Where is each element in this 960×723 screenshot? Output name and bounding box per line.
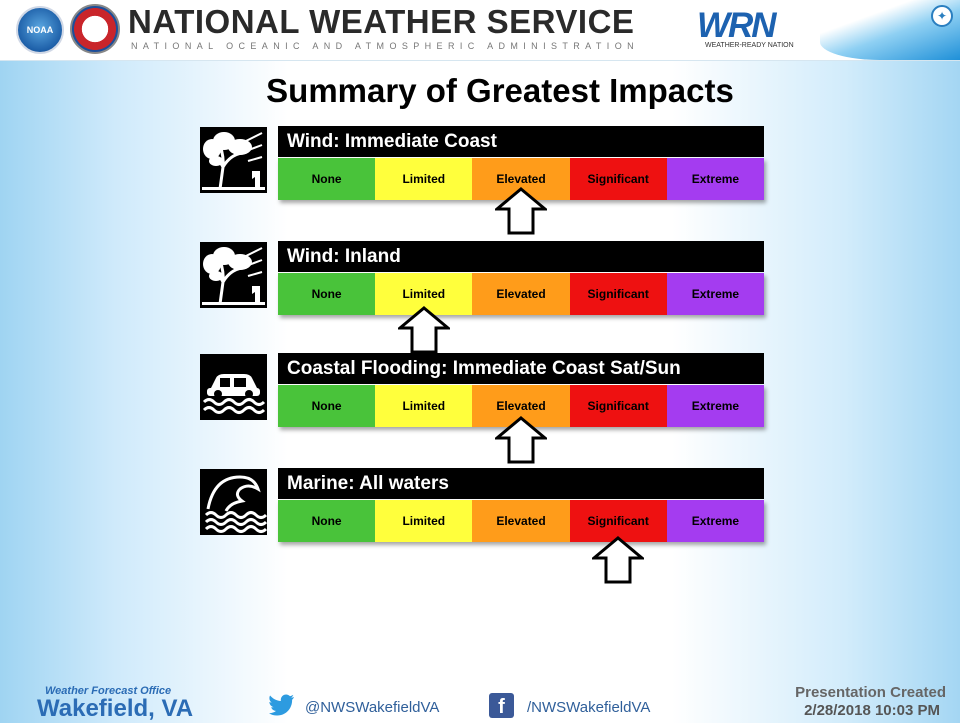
created-label: Presentation Created: [795, 684, 946, 701]
impact-level-none: None: [278, 385, 376, 427]
agency-subtitle: NATIONAL OCEANIC AND ATMOSPHERIC ADMINIS…: [131, 41, 639, 51]
impact-level-extreme: Extreme: [666, 158, 765, 200]
impact-level-extreme: Extreme: [666, 273, 765, 315]
impact-level-significant: Significant: [569, 158, 667, 200]
impact-arrow-icon: [592, 536, 645, 584]
impact-level-none: None: [278, 273, 376, 315]
impact-scale: None Limited Elevated Significant Extreme: [278, 385, 765, 427]
noaa-logo: NOAA: [16, 6, 64, 54]
impact-level-extreme: Extreme: [666, 385, 765, 427]
header-bar: NOAA NATIONAL WEATHER SERVICE NATIONAL O…: [0, 0, 960, 61]
hazard-row: Coastal Flooding: Immediate Coast Sat/Su…: [200, 353, 770, 463]
hazard-title: Wind: Immediate Coast: [278, 126, 764, 157]
impact-level-limited: Limited: [375, 158, 473, 200]
hazard-row: Wind: Inland None Limited Elevated Significa…: [200, 241, 770, 351]
wind-tree-icon: [200, 242, 267, 308]
hazard-title: Coastal Flooding: Immediate Coast Sat/Su…: [278, 353, 764, 384]
impact-level-none: None: [278, 500, 376, 542]
impact-scale: None Limited Elevated Significant Extreme: [278, 500, 765, 542]
twitter-handle-link[interactable]: @NWSWakefieldVA: [305, 699, 440, 716]
office-label: Weather Forecast Office: [45, 685, 172, 697]
impact-level-significant: Significant: [569, 273, 667, 315]
facebook-icon[interactable]: f: [489, 693, 514, 718]
doc-seal-icon: ✦: [931, 5, 953, 27]
hazard-title: Wind: Inland: [278, 241, 764, 272]
impact-arrow-icon: [495, 187, 547, 235]
wrn-logo-text: WRN: [697, 6, 777, 45]
flooded-car-icon: [200, 354, 267, 420]
impact-arrow-icon: [495, 416, 547, 464]
impact-scale: None Limited Elevated Significant Extreme: [278, 158, 765, 200]
created-date: 2/28/2018 10:03 PM: [804, 702, 940, 719]
impact-scale: None Limited Elevated Significant Extreme: [278, 273, 765, 315]
impact-level-limited: Limited: [375, 385, 473, 427]
hazard-title: Marine: All waters: [278, 468, 764, 499]
impact-level-significant: Significant: [569, 500, 667, 542]
impact-level-extreme: Extreme: [666, 500, 765, 542]
wrn-tagline: WEATHER-READY NATION: [705, 42, 794, 49]
page-title: Summary of Greatest Impacts: [266, 72, 734, 109]
facebook-page-link[interactable]: /NWSWakefieldVA: [527, 699, 651, 716]
wrn-logo: WRN WEATHER-READY NATION: [697, 6, 809, 52]
nws-logo: [70, 4, 120, 54]
twitter-bird-icon[interactable]: [269, 694, 295, 716]
impact-level-limited: Limited: [375, 500, 473, 542]
wind-tree-icon: [200, 127, 267, 193]
impact-arrow-icon: [397, 306, 450, 354]
footer: Weather Forecast Office Wakefield, VA @N…: [0, 680, 960, 722]
hazard-row: Marine: All waters None Limited Elevated Sig…: [200, 468, 770, 578]
hazard-row: Wind: Immediate Coast None Limited Elevated…: [200, 126, 770, 236]
ocean-wave-icon: [200, 469, 267, 535]
office-city: Wakefield, VA: [37, 695, 194, 722]
impact-level-elevated: Elevated: [472, 273, 570, 315]
agency-title: NATIONAL WEATHER SERVICE: [128, 3, 635, 40]
impact-level-elevated: Elevated: [472, 500, 570, 542]
impact-level-significant: Significant: [569, 385, 667, 427]
impact-level-none: None: [278, 158, 376, 200]
